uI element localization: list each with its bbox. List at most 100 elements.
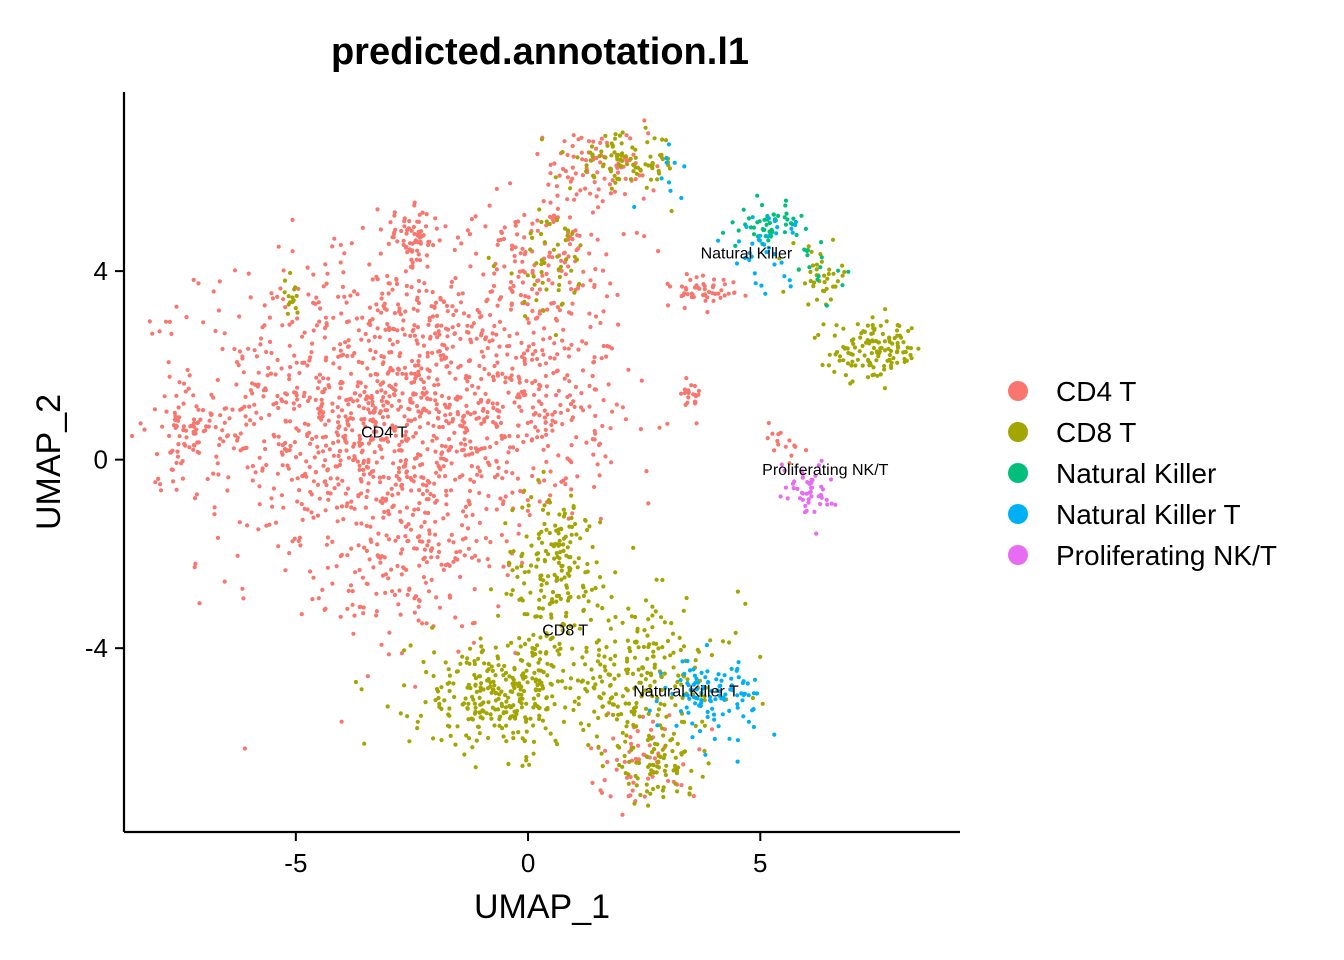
scatter-point	[211, 289, 216, 294]
scatter-point	[505, 573, 510, 578]
scatter-point	[435, 555, 440, 560]
scatter-point	[533, 688, 539, 693]
scatter-point	[734, 261, 740, 266]
scatter-point	[401, 318, 406, 323]
scatter-point	[492, 323, 497, 329]
scatter-point	[507, 433, 512, 439]
scatter-point	[608, 426, 613, 431]
scatter-point	[520, 280, 526, 285]
scatter-point	[495, 373, 500, 378]
scatter-point	[488, 289, 493, 294]
scatter-point	[509, 373, 514, 378]
scatter-point	[359, 337, 364, 342]
scatter-point	[321, 463, 326, 468]
scatter-point	[385, 400, 390, 405]
scatter-point	[171, 479, 176, 484]
scatter-point	[431, 433, 436, 438]
scatter-point	[643, 598, 649, 603]
scatter-point	[191, 417, 197, 422]
scatter-point	[515, 574, 520, 580]
scatter-point	[641, 196, 646, 201]
scatter-point	[610, 178, 615, 183]
scatter-point	[758, 654, 763, 660]
scatter-point	[671, 665, 676, 670]
scatter-point	[248, 418, 253, 423]
scatter-point	[530, 308, 535, 314]
scatter-point	[393, 382, 398, 387]
scatter-point	[679, 682, 684, 687]
scatter-point	[645, 633, 650, 638]
scatter-point	[499, 701, 504, 706]
scatter-point	[640, 691, 645, 696]
scatter-point	[383, 408, 388, 413]
scatter-point	[464, 387, 469, 392]
scatter-point	[477, 490, 482, 496]
scatter-point	[816, 463, 822, 468]
scatter-point	[636, 645, 641, 650]
scatter-point	[330, 244, 335, 249]
scatter-point	[686, 395, 691, 400]
scatter-point	[342, 251, 347, 256]
scatter-point	[662, 655, 667, 660]
scatter-point	[903, 350, 908, 355]
scatter-point	[809, 494, 814, 499]
scatter-point	[752, 677, 758, 682]
scatter-point	[396, 602, 401, 607]
scatter-point	[691, 667, 696, 672]
scatter-point	[396, 366, 401, 371]
scatter-point	[540, 434, 545, 439]
scatter-point	[462, 701, 467, 706]
scatter-point	[596, 187, 601, 192]
scatter-point	[387, 350, 392, 355]
scatter-point	[592, 387, 597, 392]
scatter-point	[464, 514, 469, 519]
scatter-point	[549, 301, 554, 306]
scatter-point	[389, 567, 394, 572]
scatter-point	[474, 449, 480, 454]
scatter-point	[357, 440, 362, 445]
scatter-point	[387, 630, 392, 635]
scatter-point	[760, 701, 765, 706]
cluster-18-points	[486, 207, 583, 338]
scatter-point	[691, 794, 696, 799]
scatter-point	[463, 696, 468, 701]
scatter-point	[718, 683, 723, 688]
scatter-point	[635, 626, 640, 632]
scatter-point	[484, 711, 489, 716]
scatter-point	[597, 154, 602, 159]
scatter-point	[319, 397, 324, 402]
scatter-point	[682, 164, 687, 169]
scatter-point	[766, 238, 771, 243]
scatter-point	[367, 262, 372, 267]
scatter-point	[420, 492, 425, 497]
scatter-point	[688, 277, 693, 282]
scatter-point	[441, 456, 447, 462]
scatter-point	[257, 455, 262, 460]
scatter-point	[577, 281, 582, 287]
scatter-point	[496, 686, 501, 691]
scatter-point	[275, 393, 280, 399]
scatter-point	[493, 691, 498, 696]
scatter-point	[608, 169, 614, 174]
scatter-point	[599, 790, 605, 796]
scatter-point	[583, 186, 588, 191]
cluster-6-points	[665, 272, 748, 315]
scatter-point	[400, 391, 405, 396]
scatter-point	[608, 794, 613, 799]
scatter-point	[650, 604, 655, 609]
scatter-point	[818, 501, 823, 507]
scatter-point	[321, 284, 326, 289]
scatter-point	[503, 494, 508, 499]
scatter-point	[194, 492, 199, 497]
scatter-point	[486, 661, 491, 667]
scatter-point	[576, 702, 581, 707]
scatter-point	[672, 763, 678, 769]
scatter-point	[282, 447, 288, 452]
scatter-point	[315, 444, 320, 449]
scatter-point	[574, 192, 579, 197]
scatter-point	[524, 378, 529, 384]
scatter-point	[473, 705, 478, 710]
scatter-point	[309, 492, 314, 497]
scatter-point	[654, 699, 659, 704]
scatter-point	[533, 349, 538, 354]
